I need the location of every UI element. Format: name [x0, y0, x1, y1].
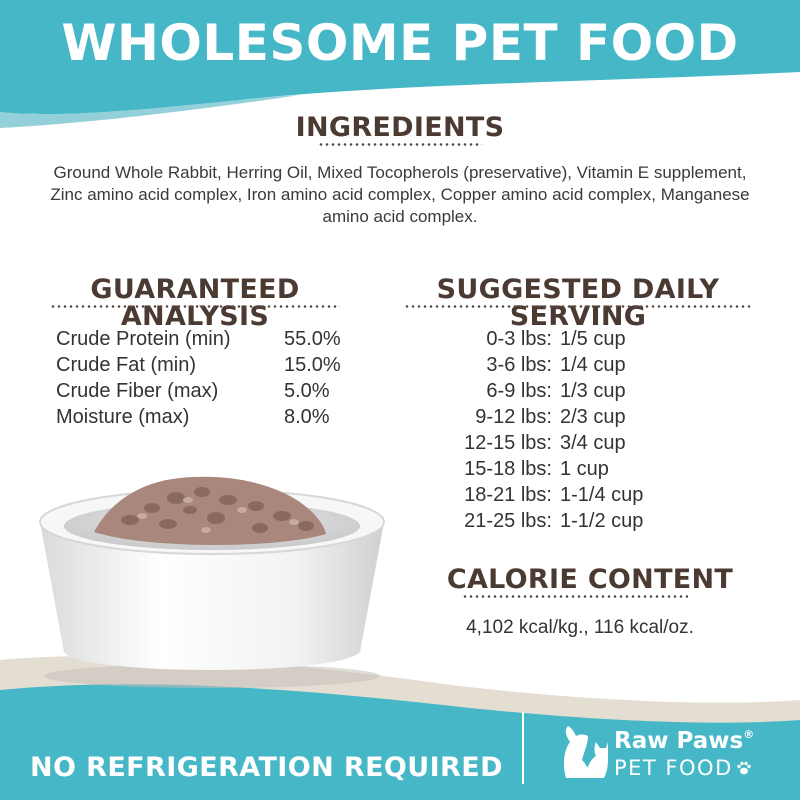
- suggested-serving-table: 0-3 lbs: 1/5 cup 3-6 lbs: 1/4 cup 6-9 lb…: [430, 328, 730, 536]
- serving-amount: 1-1/2 cup: [560, 510, 644, 532]
- serving-amount: 1/5 cup: [560, 328, 626, 350]
- serving-row: 12-15 lbs: 3/4 cup: [430, 432, 730, 458]
- serving-weight-range: 0-3 lbs:: [486, 328, 552, 350]
- serving-weight-range: 21-25 lbs:: [464, 510, 552, 532]
- serving-row: 9-12 lbs: 2/3 cup: [430, 406, 730, 432]
- brand-subtitle-text: PET FOOD: [614, 756, 733, 780]
- registered-mark: ®: [743, 728, 755, 741]
- serving-weight-range: 9-12 lbs:: [475, 406, 552, 428]
- serving-weight-range: 18-21 lbs:: [464, 484, 552, 506]
- paw-icon: [737, 761, 751, 775]
- ingredients-text: Ground Whole Rabbit, Herring Oil, Mixed …: [50, 163, 750, 226]
- analysis-name: Crude Fat (min): [56, 354, 197, 376]
- analysis-value: 55.0%: [284, 328, 341, 350]
- analysis-value: 15.0%: [284, 354, 341, 376]
- serving-row: 3-6 lbs: 1/4 cup: [430, 354, 730, 380]
- serving-row: 0-3 lbs: 1/5 cup: [430, 328, 730, 354]
- serving-row: 18-21 lbs: 1-1/4 cup: [430, 484, 730, 510]
- headline: WHOLESOME PET FOOD: [61, 14, 739, 72]
- guaranteed-analysis-heading: GUARANTEED ANALYSIS: [90, 274, 300, 332]
- analysis-row: Crude Fiber (max) 5.0%: [56, 380, 356, 406]
- serving-row: 15-18 lbs: 1 cup: [430, 458, 730, 484]
- analysis-name: Crude Protein (min): [56, 328, 231, 350]
- analysis-name: Moisture (max): [56, 406, 190, 428]
- serving-amount: 3/4 cup: [560, 432, 626, 454]
- serving-amount: 1/4 cup: [560, 354, 626, 376]
- serving-weight-range: 3-6 lbs:: [486, 354, 552, 376]
- analysis-value: 5.0%: [284, 380, 330, 402]
- analysis-value: 8.0%: [284, 406, 330, 428]
- analysis-row: Crude Fat (min) 15.0%: [56, 354, 356, 380]
- serving-amount: 2/3 cup: [560, 406, 626, 428]
- serving-amount: 1-1/4 cup: [560, 484, 644, 506]
- calorie-content-heading: CALORIE CONTENT: [446, 564, 734, 595]
- brand-subtitle: PET FOOD: [614, 756, 752, 780]
- brand-name: Raw Paws®: [614, 728, 754, 754]
- suggested-serving-underline: [404, 305, 752, 308]
- dog-and-cat-icon: [563, 726, 608, 778]
- serving-row: 6-9 lbs: 1/3 cup: [430, 380, 730, 406]
- serving-weight-range: 6-9 lbs:: [486, 380, 552, 402]
- analysis-row: Crude Protein (min) 55.0%: [56, 328, 356, 354]
- footer-divider: [522, 712, 524, 784]
- brand-logo: Raw Paws® PET FOOD: [556, 714, 786, 784]
- serving-weight-range: 12-15 lbs:: [464, 432, 552, 454]
- footer-tagline: NO REFRIGERATION REQUIRED: [30, 752, 503, 783]
- guaranteed-analysis-table: Crude Protein (min) 55.0% Crude Fat (min…: [56, 328, 356, 432]
- serving-amount: 1/3 cup: [560, 380, 626, 402]
- calorie-content-text: 4,102 kcal/kg., 116 kcal/oz.: [466, 617, 694, 638]
- ingredients-heading: INGREDIENTS: [295, 112, 505, 143]
- calorie-content-underline: [462, 595, 688, 598]
- analysis-name: Crude Fiber (max): [56, 380, 219, 402]
- food-bowl-icon: [39, 476, 385, 688]
- analysis-row: Moisture (max) 8.0%: [56, 406, 356, 432]
- guaranteed-analysis-underline: [50, 305, 340, 308]
- brand-name-text: Raw Paws: [614, 728, 744, 754]
- serving-weight-range: 15-18 lbs:: [464, 458, 552, 480]
- serving-row: 21-25 lbs: 1-1/2 cup: [430, 510, 730, 536]
- suggested-serving-heading: SUGGESTED DAILY SERVING: [436, 274, 720, 332]
- ingredients-underline: [318, 143, 482, 146]
- serving-amount: 1 cup: [560, 458, 609, 480]
